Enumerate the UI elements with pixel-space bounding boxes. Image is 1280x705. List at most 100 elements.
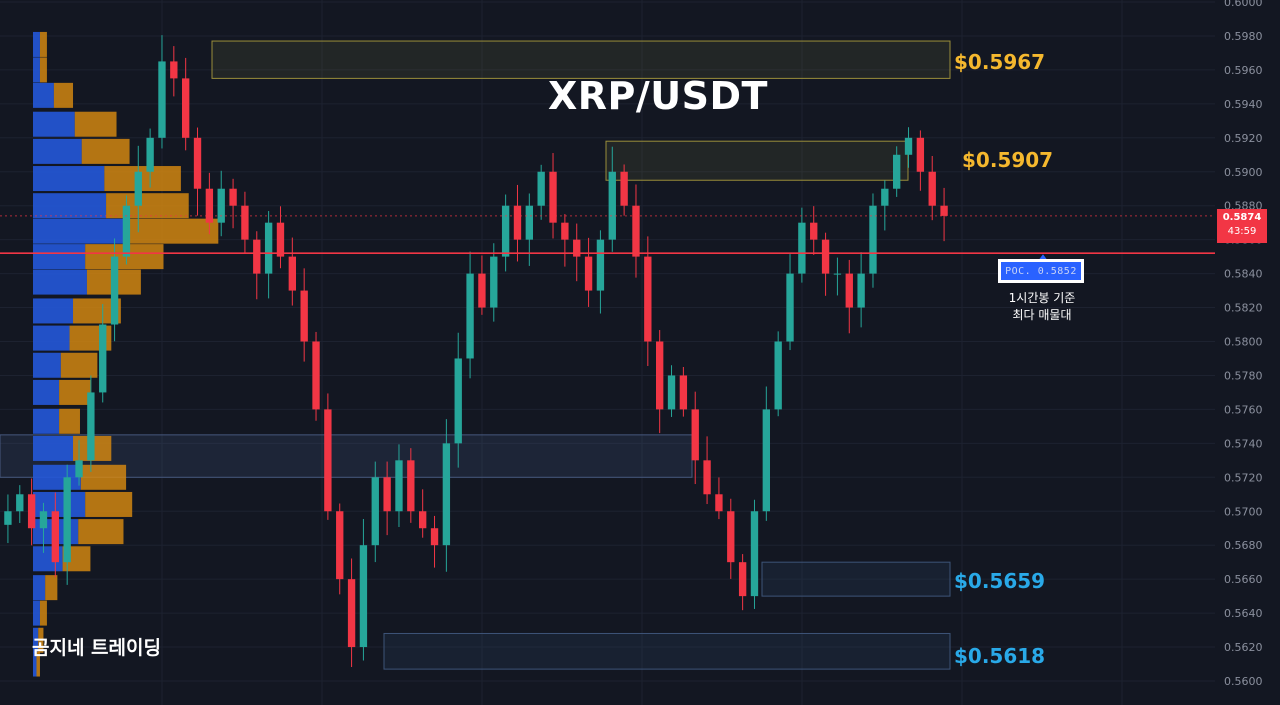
candle-body [229, 188, 237, 206]
volume-bar-sell [78, 519, 124, 545]
candle-body [584, 256, 593, 291]
candle-body [87, 392, 95, 461]
candle-body [324, 409, 332, 512]
price-axis-tick: 0.5660 [1224, 573, 1263, 586]
candle-body [466, 273, 474, 359]
candle-body [537, 171, 545, 206]
volume-bar-sell [80, 464, 127, 490]
candle-body [750, 511, 759, 597]
candle-body [821, 239, 830, 274]
candle-body [940, 205, 948, 216]
candle-body [158, 61, 166, 138]
candle-body [170, 61, 178, 79]
candle-body [916, 137, 925, 172]
volume-bar-sell [85, 491, 133, 517]
candle-body [893, 154, 901, 189]
volume-bar-sell [74, 111, 117, 137]
volume-bar-sell [39, 600, 47, 626]
volume-bar-buy [33, 651, 37, 677]
volume-bar-sell [59, 408, 80, 434]
zone-resistance_1 [211, 40, 951, 79]
candle-body [798, 222, 806, 274]
resistance-label-2: $0.5907 [962, 148, 1054, 172]
volume-bar-buy [33, 464, 81, 490]
volume-bar-sell [124, 218, 219, 244]
candle-body [833, 273, 842, 275]
price-axis-tick: 0.5760 [1224, 403, 1263, 416]
candle-body [383, 477, 391, 512]
price-axis-tick: 0.5900 [1224, 166, 1263, 179]
candle-body [442, 443, 451, 546]
last-price-value: 0.5874 [1222, 212, 1262, 223]
candle-body [596, 239, 605, 291]
candle-body [454, 358, 462, 444]
candle-body [667, 375, 676, 410]
volume-bar-buy [33, 269, 87, 295]
candle-body [928, 171, 936, 206]
volume-bar-buy [33, 298, 74, 324]
volume-bar-buy [33, 57, 40, 83]
candle-body [738, 562, 747, 597]
volume-bar-buy [33, 218, 125, 244]
zone-support_2 [383, 632, 951, 670]
price-axis-tick: 0.5680 [1224, 539, 1263, 552]
candle-body [241, 205, 249, 240]
volume-bar-buy [33, 575, 46, 601]
support-label-1: $0.5659 [954, 569, 1046, 593]
candle-body [810, 222, 818, 240]
price-axis-tick: 0.5700 [1224, 505, 1263, 518]
candle-body [857, 273, 865, 308]
volume-bar-sell [39, 31, 47, 57]
price-axis-tick: 0.5780 [1224, 369, 1263, 382]
candle-body [122, 205, 131, 257]
candle-body [691, 409, 699, 461]
volume-bar-sell [53, 82, 74, 108]
poc-note: 1시간봉 기준 최다 매물대 [988, 290, 1096, 324]
candle-body [110, 256, 119, 325]
volume-bar-buy [33, 111, 75, 137]
zone-resistance_2 [605, 140, 909, 181]
candle-body [205, 188, 214, 223]
volume-bar-buy [33, 352, 61, 378]
price-axis-tick: 0.5600 [1224, 675, 1263, 688]
candle-body [881, 188, 889, 206]
volume-bar-sell [106, 193, 189, 219]
candle-body [632, 205, 640, 257]
candle-body [193, 137, 202, 189]
price-axis-tick: 0.5800 [1224, 336, 1263, 349]
support-label-2: $0.5618 [954, 644, 1046, 668]
price-axis-tick: 0.5840 [1224, 268, 1263, 281]
price-axis-tick: 0.5960 [1224, 64, 1263, 77]
volume-bar-buy [33, 627, 39, 653]
candle-body [762, 409, 770, 512]
volume-bar-buy [33, 193, 107, 219]
candle-body [407, 460, 415, 512]
poc-label-box: POC. 0.5852 [998, 259, 1084, 283]
candle-body [869, 205, 877, 274]
candle-body [51, 511, 59, 563]
candle-body [63, 477, 71, 563]
candle-body [4, 511, 12, 525]
candle-body [561, 222, 569, 240]
price-axis-tick: 0.5820 [1224, 302, 1263, 315]
candle-body [288, 256, 296, 291]
candle-body [16, 494, 24, 512]
volume-bar-sell [45, 575, 58, 601]
candle-body [39, 511, 48, 529]
price-axis-tick: 0.5620 [1224, 641, 1263, 654]
volume-bar-sell [36, 651, 40, 677]
candle-body [217, 188, 225, 223]
price-axis-tick: 0.5740 [1224, 437, 1263, 450]
candle-body [904, 137, 913, 155]
candle-body [703, 460, 711, 495]
candle-body [182, 78, 190, 138]
volume-bar-sell [104, 166, 181, 192]
candle-body [146, 137, 154, 172]
candle-body [845, 273, 853, 308]
resistance-label-1: $0.5967 [954, 50, 1046, 74]
volume-bar-buy [33, 435, 74, 461]
volume-bar-buy [33, 244, 86, 270]
candle-body [359, 545, 368, 648]
chart-title: XRP/USDT [548, 74, 768, 118]
